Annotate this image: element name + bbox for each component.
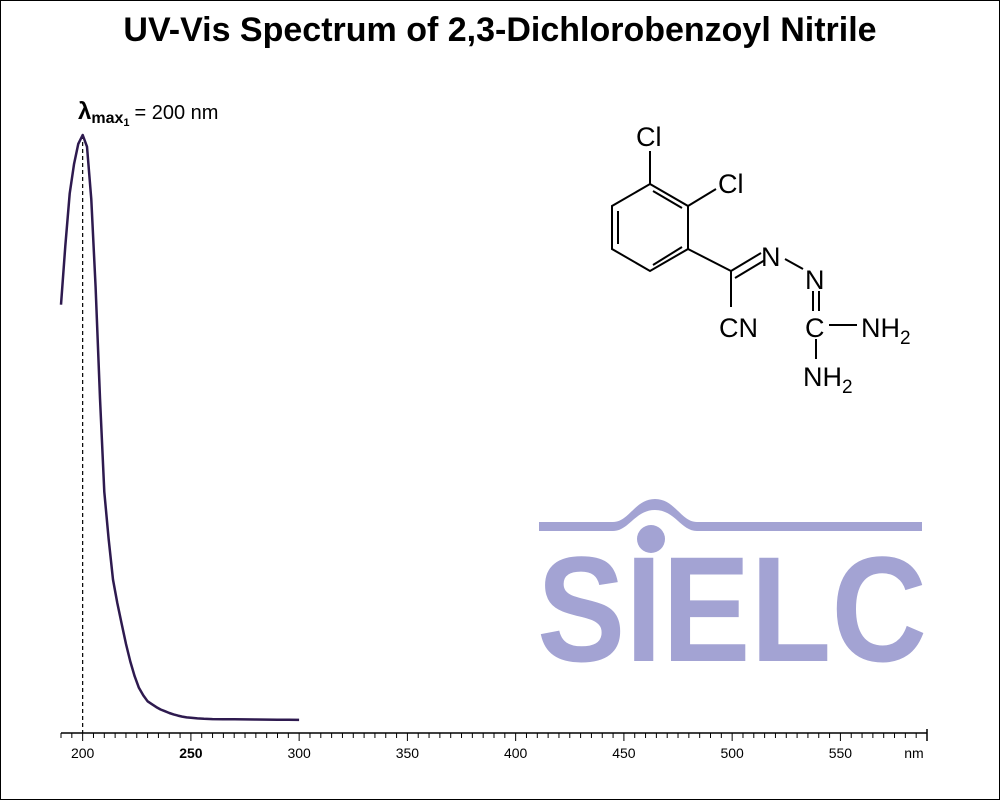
benzene-ring — [611, 182, 689, 273]
x-tick-label: 400 — [504, 745, 528, 761]
bond-ring-cl2 — [687, 188, 717, 207]
x-tick-label: 550 — [829, 745, 853, 761]
subscript: 2 — [900, 328, 911, 349]
bond-n-n — [784, 258, 804, 270]
x-tick-label: 200 — [71, 745, 95, 761]
molecule-structure — [611, 151, 857, 359]
atom-label-cn: CN — [719, 313, 758, 343]
atom-label-cl-top: Cl — [636, 122, 662, 152]
logo-text: SIELC — [537, 525, 927, 693]
sielc-logo: SIELC — [537, 499, 927, 693]
atom-label-n-1: N — [761, 242, 781, 272]
ring-double-bond-2 — [652, 246, 683, 266]
x-tick-label: 500 — [720, 745, 744, 761]
bond-c-n-a — [730, 252, 762, 272]
atom-label-c: C — [805, 313, 825, 343]
ring-double-bond-3 — [652, 190, 683, 209]
peak-label-text: = 200 nm — [135, 102, 219, 124]
bond-c-n-b — [734, 259, 766, 279]
subscript: 2 — [842, 377, 853, 398]
x-axis: 200 250 300 350 400 450 500 550 nm — [60, 729, 928, 761]
peak-label-subsub: 1 — [123, 117, 129, 129]
logo-dot — [637, 525, 665, 553]
x-tick-label: 250 — [179, 745, 203, 761]
peak-label-sub: max — [91, 110, 123, 127]
logo-swoosh — [539, 499, 922, 531]
atom-label-nh2-right: NH2 — [861, 313, 911, 349]
peak-label-symbol: λ — [78, 98, 91, 125]
x-unit-label: nm — [904, 745, 923, 761]
x-tick-label: 350 — [396, 745, 420, 761]
atom-label-n-2: N — [805, 265, 825, 295]
series-layer — [59, 133, 927, 722]
molecule-labels: Cl Cl N N CN C NH2 NH2 — [636, 122, 911, 398]
atom-label-cl-right: Cl — [718, 169, 744, 199]
peak-label: λmax1 = 200 nm — [78, 98, 218, 129]
atom-label-nh2-down: NH2 — [803, 362, 853, 398]
chart-title: UV-Vis Spectrum of 2,3-Dichlorobenzoyl N… — [123, 11, 877, 49]
peak-annotation-layer: λmax1 = 200 nm — [78, 98, 218, 733]
x-tick-label: 450 — [612, 745, 636, 761]
bond-ring-c — [687, 248, 732, 272]
series-line-0 — [59, 133, 300, 722]
x-tick-label: 300 — [287, 745, 311, 761]
